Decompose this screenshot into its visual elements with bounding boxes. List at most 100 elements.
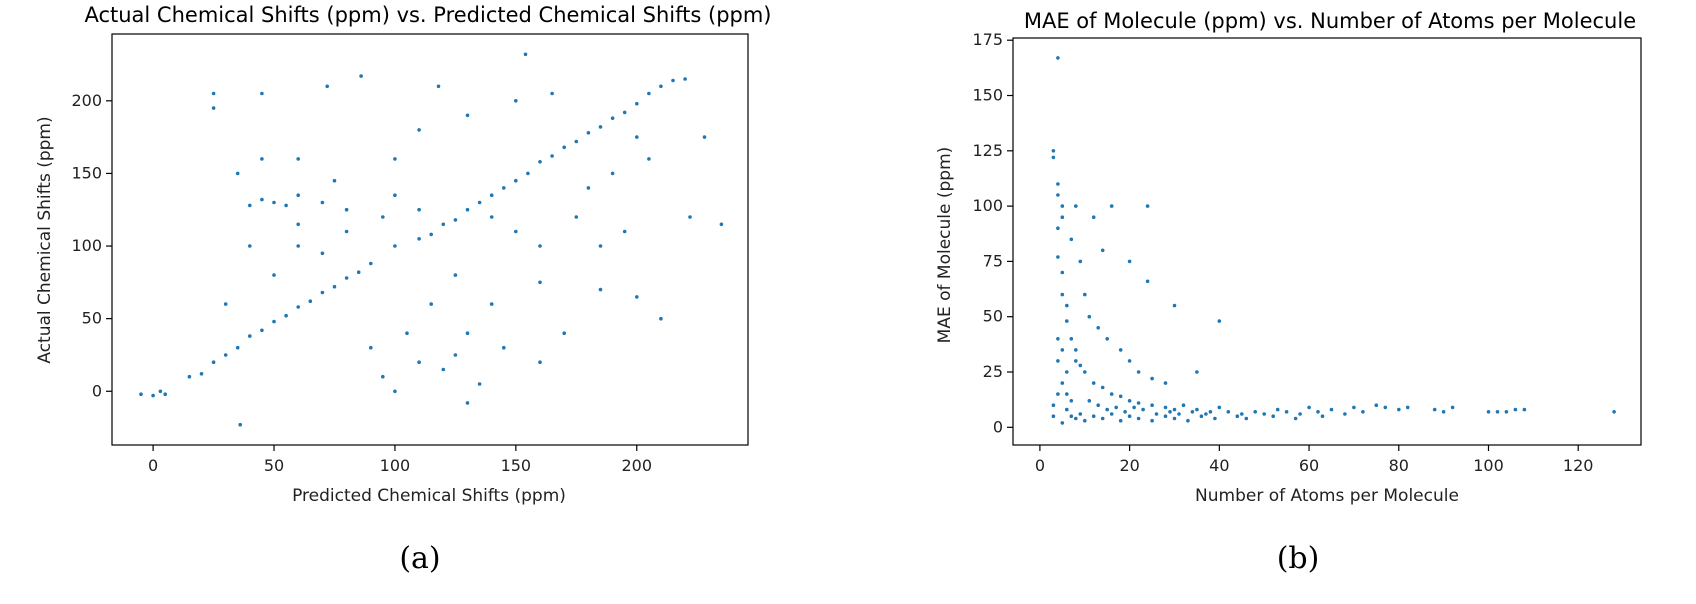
data-point (1145, 279, 1150, 284)
x-tick-label: 50 (264, 456, 284, 475)
data-point (187, 374, 192, 379)
data-point (1486, 410, 1491, 414)
data-point (1150, 418, 1154, 423)
data-point (369, 345, 373, 350)
data-point (659, 84, 663, 89)
data-point (1226, 410, 1231, 414)
data-point (381, 215, 385, 219)
data-point (344, 229, 349, 234)
data-point (502, 345, 506, 350)
data-point (417, 237, 421, 241)
data-point (538, 360, 542, 365)
data-point (1078, 259, 1083, 264)
data-point (1329, 407, 1334, 412)
y-ticks-b: 0 25 50 75 100 125 150 175 (972, 30, 1013, 436)
y-tick-label: 0 (993, 417, 1003, 436)
data-point (1069, 399, 1074, 403)
data-point (381, 374, 385, 379)
x-axis-label-a: Predicted Chemical Shifts (ppm) (292, 486, 566, 506)
data-point (1195, 407, 1199, 412)
data-point (1074, 359, 1078, 363)
data-point (1504, 410, 1509, 414)
data-point (477, 200, 482, 205)
data-point (562, 331, 566, 336)
data-point (1051, 414, 1056, 419)
data-point (284, 203, 288, 208)
data-point (523, 52, 528, 57)
data-point (158, 389, 163, 394)
y-tick-label: 100 (972, 196, 1003, 215)
data-point (1056, 56, 1060, 60)
data-point (151, 393, 155, 398)
data-point (211, 91, 216, 96)
data-point (441, 222, 446, 227)
data-point (1127, 414, 1132, 419)
data-point (320, 200, 325, 205)
data-point (1217, 319, 1222, 323)
data-point (1172, 407, 1177, 412)
data-point (325, 84, 330, 89)
data-point (405, 331, 409, 336)
data-point (635, 295, 639, 299)
data-point (260, 91, 264, 96)
data-point (1262, 412, 1266, 416)
data-point (1096, 326, 1100, 330)
data-point (296, 305, 301, 309)
x-tick-label: 40 (1209, 456, 1229, 475)
data-point (598, 244, 603, 248)
data-point (296, 244, 301, 248)
data-point (238, 422, 242, 427)
data-point (308, 299, 313, 304)
data-point (260, 197, 264, 202)
data-point (1235, 414, 1240, 419)
data-point (359, 74, 363, 78)
data-point (514, 178, 518, 183)
x-axis-label-b: Number of Atoms per Molecule (1195, 486, 1459, 506)
data-point (1495, 410, 1500, 414)
data-point (332, 178, 337, 183)
data-point (465, 401, 470, 405)
data-point (1083, 370, 1087, 374)
data-point (1118, 394, 1123, 399)
data-point (453, 218, 458, 222)
data-point (344, 207, 349, 212)
data-point (1271, 414, 1275, 419)
data-point (1056, 193, 1060, 197)
data-point (1136, 370, 1141, 374)
data-point (1051, 403, 1056, 408)
data-point (1123, 410, 1127, 414)
data-point (1127, 399, 1132, 403)
data-point (248, 334, 252, 338)
data-point (647, 91, 651, 96)
data-point (393, 244, 397, 248)
data-point (1060, 348, 1065, 352)
data-point (1060, 270, 1065, 275)
data-point (1060, 215, 1065, 219)
x-tick-label: 20 (1119, 456, 1139, 475)
data-point (272, 319, 276, 324)
data-point (1208, 410, 1213, 414)
data-point (1405, 405, 1410, 410)
data-point (1056, 392, 1060, 396)
data-point (1204, 412, 1208, 416)
y-tick-label: 150 (972, 86, 1003, 105)
data-point (465, 207, 470, 212)
data-point (1150, 376, 1154, 381)
data-point (1240, 412, 1244, 416)
data-point (1065, 370, 1069, 374)
data-point (260, 328, 264, 333)
data-point (1213, 416, 1217, 421)
data-point (163, 392, 167, 397)
data-point (1056, 255, 1060, 259)
x-tick-label: 150 (501, 456, 532, 475)
y-ticks-a: 0 50 100 150 200 (71, 91, 112, 400)
data-point (1127, 259, 1132, 264)
data-point (538, 244, 542, 248)
scatter-points-a (139, 52, 724, 427)
data-point (1078, 412, 1083, 416)
data-point (199, 372, 204, 376)
data-point (1109, 392, 1114, 396)
data-point (211, 106, 216, 110)
data-point (1056, 182, 1060, 186)
data-point (1078, 363, 1083, 368)
